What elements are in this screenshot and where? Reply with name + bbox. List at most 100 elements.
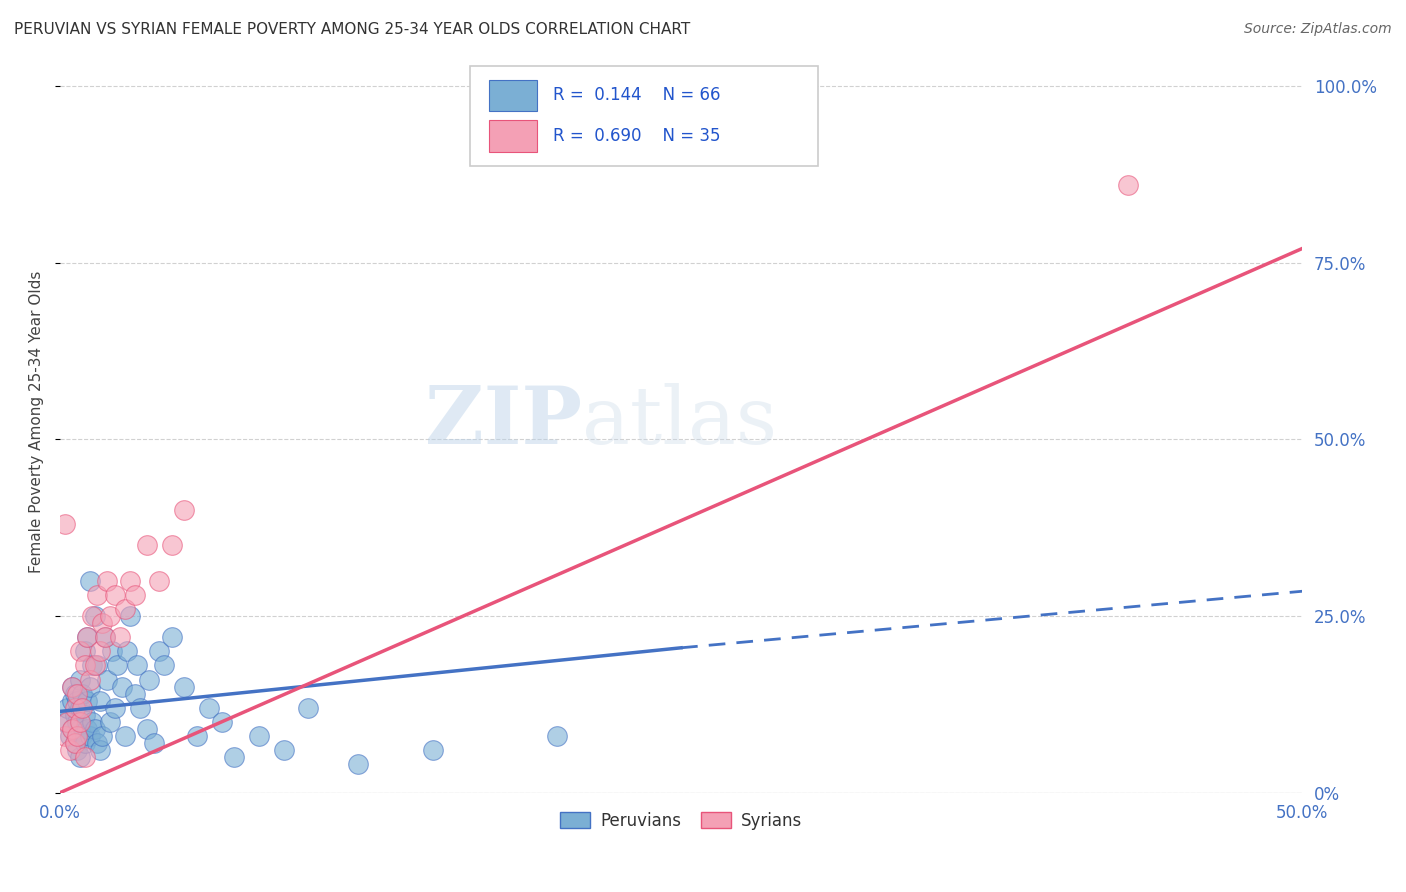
Point (89, 694, 111, 708)
Point (73, 658, 96, 673)
Point (160, 630, 183, 644)
Point (124, 588, 146, 602)
Point (66, 743, 89, 757)
Point (143, 736, 166, 750)
Point (104, 588, 127, 602)
Point (56, 714, 79, 729)
Text: R =  0.690    N = 35: R = 0.690 N = 35 (553, 127, 721, 145)
Point (63, 687, 86, 701)
Point (56, 701, 79, 715)
Point (79, 680, 101, 694)
Point (211, 714, 233, 729)
Point (76, 694, 98, 708)
Point (128, 701, 150, 715)
Point (63, 736, 86, 750)
Point (148, 574, 170, 588)
Text: Source: ZipAtlas.com: Source: ZipAtlas.com (1244, 22, 1392, 37)
Point (79, 729, 101, 743)
Point (82, 714, 104, 729)
Point (69, 644, 91, 658)
Point (1116, 178, 1139, 192)
Point (96, 574, 118, 588)
Point (114, 729, 136, 743)
Point (82, 658, 104, 673)
Point (422, 743, 444, 757)
Point (83, 658, 105, 673)
Point (69, 722, 91, 736)
Point (72, 729, 94, 743)
Point (66, 694, 89, 708)
Point (69, 714, 91, 729)
Point (62, 680, 84, 694)
Point (66, 714, 89, 729)
Point (76, 630, 98, 644)
Y-axis label: Female Poverty Among 25-34 Year Olds: Female Poverty Among 25-34 Year Olds (30, 270, 44, 573)
Point (111, 680, 134, 694)
Point (273, 743, 295, 757)
Point (91, 729, 114, 743)
Point (173, 680, 195, 694)
Point (62, 680, 84, 694)
Point (79, 673, 101, 687)
Point (94, 630, 117, 644)
Point (98, 609, 121, 624)
Text: R =  0.144    N = 66: R = 0.144 N = 66 (553, 87, 721, 104)
Point (69, 750, 91, 764)
Point (247, 729, 270, 743)
Point (94, 630, 117, 644)
Point (62, 694, 84, 708)
Point (96, 673, 118, 687)
Text: ZIP: ZIP (425, 383, 582, 460)
Point (83, 609, 105, 624)
Point (86, 658, 108, 673)
Point (104, 701, 127, 715)
Point (53, 729, 76, 743)
Point (53, 517, 76, 532)
Point (63, 701, 86, 715)
Point (86, 588, 108, 602)
FancyBboxPatch shape (488, 120, 537, 152)
Point (101, 644, 124, 658)
Point (62, 722, 84, 736)
Point (98, 714, 121, 729)
Point (63, 736, 86, 750)
Point (89, 743, 111, 757)
Text: PERUVIAN VS SYRIAN FEMALE POVERTY AMONG 25-34 YEAR OLDS CORRELATION CHART: PERUVIAN VS SYRIAN FEMALE POVERTY AMONG … (14, 22, 690, 37)
Point (91, 615, 114, 630)
Point (73, 644, 96, 658)
Point (198, 701, 221, 715)
Point (83, 722, 105, 736)
Point (136, 722, 159, 736)
FancyBboxPatch shape (488, 79, 537, 111)
Point (89, 644, 111, 658)
Point (76, 722, 98, 736)
Point (153, 658, 176, 673)
Point (297, 701, 319, 715)
FancyBboxPatch shape (470, 65, 818, 166)
Point (76, 630, 98, 644)
Point (138, 673, 160, 687)
Point (73, 750, 96, 764)
Point (124, 687, 146, 701)
Point (73, 736, 96, 750)
Point (222, 750, 245, 764)
Point (114, 602, 136, 616)
Point (59, 743, 82, 757)
Point (73, 707, 96, 722)
Point (53, 714, 76, 729)
Text: atlas: atlas (582, 383, 778, 460)
Point (66, 729, 89, 743)
Point (66, 687, 89, 701)
Point (62, 722, 84, 736)
Point (136, 538, 159, 552)
Point (115, 644, 138, 658)
Point (82, 609, 104, 624)
Point (125, 658, 148, 673)
Point (79, 574, 101, 588)
Point (59, 729, 82, 743)
Point (347, 757, 370, 772)
Point (118, 574, 141, 588)
Point (173, 503, 195, 517)
Point (69, 701, 91, 715)
Point (160, 538, 183, 552)
